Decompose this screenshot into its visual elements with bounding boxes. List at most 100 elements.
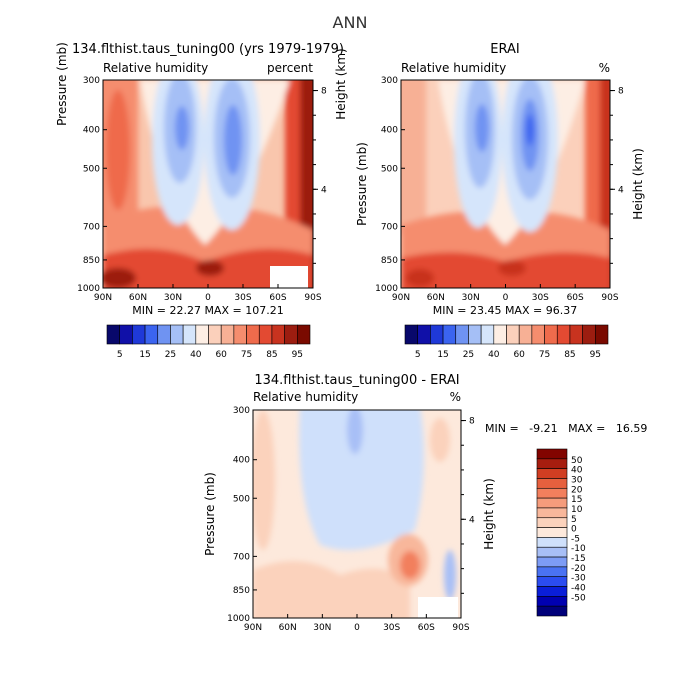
panel-model-xtick-label: 90N (94, 293, 112, 303)
panel-diff-ytick-label: 1000 (227, 614, 250, 624)
panel-diff-xtick-label: 90S (452, 623, 469, 633)
panel-model-field-nh-core (106, 90, 130, 210)
panel-model-colorbar-label: 85 (266, 350, 277, 360)
panel-obs-colorbar-swatch (518, 324, 533, 345)
panel-model-colorbar-swatch (208, 324, 222, 345)
panel-obs-ytick-label: 500 (381, 164, 398, 174)
panel-obs-field-sh-core (600, 80, 610, 288)
panel-model-colorbar-swatch (132, 324, 146, 345)
panel-diff-plot-area (252, 409, 462, 619)
panel-model-colorbar-swatch (195, 324, 209, 345)
panel-diff-colorbar-label: -20 (571, 564, 586, 574)
panel-obs-ytick-label: 850 (381, 256, 398, 266)
panel-obs-xtick-label: 90S (601, 293, 618, 303)
panel-diff-field-pos-bl (253, 561, 410, 618)
panel-obs-colorbar-swatch (404, 324, 418, 345)
panel-model-colorbar-label: 95 (292, 350, 303, 360)
panel-diff-xtick-label: 30N (313, 623, 331, 633)
panel-diff-colorbar-label: 20 (571, 485, 583, 495)
panel-diff-colorbar-swatch (536, 586, 568, 597)
panel-obs-colorbar-swatch (442, 324, 457, 345)
panel-diff-ytick-label: 400 (233, 456, 250, 466)
panel-obs-colorbar-swatch (569, 324, 583, 345)
panel-model-ylabel: Pressure (mb) (55, 42, 69, 126)
panel-diff: 134.flthist.taus_tuning00 - ERAI Relativ… (203, 373, 647, 633)
panel-obs-xtick-label: 90N (392, 293, 410, 303)
panel-obs-colorbar-swatch (493, 324, 507, 345)
panel-model-stats: MIN = 22.27 MAX = 107.21 (132, 304, 283, 317)
panel-model-colorbar-swatch (220, 324, 235, 345)
panel-obs-colorbar-swatch (430, 324, 444, 345)
panel-diff-field-pos-nh (253, 410, 275, 550)
panel-obs-ytick-right-label: 8 (618, 87, 624, 97)
panel-obs-ytick-label: 700 (381, 222, 398, 232)
panel-obs: ERAI Relative humidity % (355, 42, 645, 360)
panel-diff-colorbar-label: 10 (571, 505, 583, 515)
panel-obs-colorbar-label: 60 (513, 350, 525, 360)
panel-model-colorbar-swatch (106, 324, 120, 345)
panel-obs-ylabel-right: Height (km) (631, 148, 645, 219)
panel-model-colorbar-swatch (119, 324, 133, 345)
panel-diff-xtick-label: 90N (244, 623, 262, 633)
panel-diff-colorbar-label: -5 (571, 534, 580, 544)
panel-diff-ytick-right-label: 4 (469, 515, 475, 525)
panel-obs-colorbar-label: 5 (415, 350, 421, 360)
panel-obs-field-bl-max (406, 269, 434, 287)
panel-diff-colorbar-label: 30 (571, 475, 583, 485)
panel-obs-ytick-label: 300 (381, 76, 398, 86)
panel-diff-subtitle-right: % (450, 390, 461, 404)
panel-diff-colorbar-label: 0 (571, 525, 577, 535)
panel-model-ytick-label: 300 (83, 76, 100, 86)
panel-obs-axes: 90N 60N 30N 0 30S 60S 90S 300 400 500 700 850 1000 8 4 (375, 76, 624, 303)
panel-model-field-bl-max2 (196, 260, 224, 276)
panel-diff-field-neg (299, 410, 424, 550)
panel-diff-colorbar-swatch (536, 596, 568, 607)
panel-diff-colorbar-swatch (536, 478, 568, 489)
panel-model-colorbar-swatch (170, 324, 184, 345)
panel-obs-colorbar-swatch (544, 324, 558, 345)
panel-model-colorbar-swatch (144, 324, 159, 345)
panel-diff-field-neg3 (444, 550, 456, 600)
panel-model: 134.flthist.taus_tuning00 (yrs 1979-1979… (55, 42, 348, 360)
panel-diff-colorbar-swatch (536, 507, 568, 519)
panel-obs-subtitle-left: Relative humidity (401, 61, 506, 75)
panel-obs-colorbar: 5 15 25 40 60 75 85 95 (404, 324, 609, 360)
panel-diff-colorbar-label: 50 (571, 456, 583, 466)
panel-diff-colorbar-swatch (536, 537, 568, 548)
panel-obs-colorbar-swatch (556, 324, 571, 345)
panel-model-ytick-label: 850 (83, 256, 100, 266)
panel-diff-field-neg2 (347, 410, 363, 454)
panel-obs-xtick-label: 60S (567, 293, 584, 303)
panel-diff-colorbar-label: 15 (571, 495, 582, 505)
panel-model-colorbar-label: 75 (241, 350, 252, 360)
panel-obs-subtitle-right: % (599, 61, 610, 75)
panel-model-plot-area (102, 79, 314, 289)
panel-diff-colorbar-swatch (536, 458, 568, 469)
panel-model-xtick-label: 90S (304, 293, 321, 303)
panel-model-ytick-right-label: 8 (321, 87, 327, 97)
panel-diff-colorbar-swatch (536, 497, 568, 509)
panel-diff-xtick-label: 30S (383, 623, 400, 633)
panel-diff-colorbar-label: -50 (571, 593, 586, 603)
panel-diff-title: 134.flthist.taus_tuning00 - ERAI (254, 373, 459, 388)
panel-model-axes: 90N 60N 30N 0 30S 60S 90S 300 400 500 700 850 1000 8 4 (77, 76, 327, 303)
panel-model-xtick-label: 60N (129, 293, 147, 303)
panel-model-colorbar-swatch (271, 324, 285, 345)
panel-obs-colorbar-label: 15 (437, 350, 448, 360)
panel-obs-colorbar-label: 25 (463, 350, 474, 360)
panel-obs-xtick-label: 30S (532, 293, 549, 303)
figure-title: ANN (333, 13, 368, 32)
panel-model-xtick-label: 30S (234, 293, 251, 303)
panel-model-xtick-label: 60S (269, 293, 286, 303)
panel-obs-colorbar-swatch (595, 324, 609, 345)
panel-model-title: 134.flthist.taus_tuning00 (yrs 1979-1979… (72, 42, 344, 57)
panel-diff-xtick-label: 60N (279, 623, 297, 633)
panel-diff-colorbar-label: 5 (571, 515, 577, 525)
panel-diff-axes: 90N 60N 30N 0 30S 60S 90S 300 400 500 700 850 1000 8 4 (227, 406, 475, 633)
panel-model-colorbar-swatch (233, 324, 247, 345)
panel-diff-ylabel: Pressure (mb) (203, 472, 217, 556)
panel-obs-colorbar-swatch (417, 324, 431, 345)
panel-diff-colorbar-swatch (536, 605, 568, 617)
panel-obs-colorbar-label: 40 (488, 350, 500, 360)
